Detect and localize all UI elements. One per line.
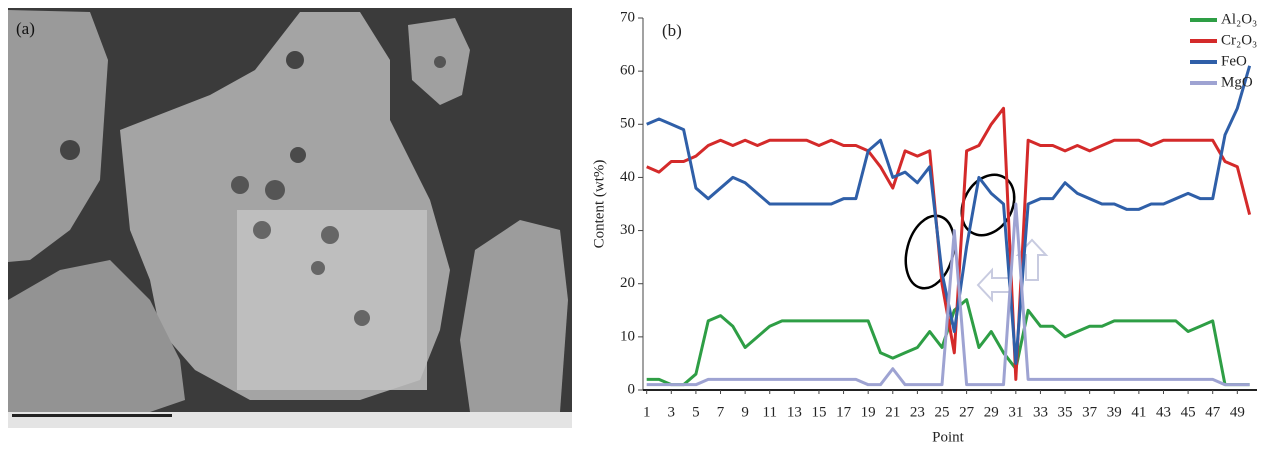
- x-tick-label: 9: [741, 404, 749, 420]
- panel-label: (b): [662, 21, 682, 40]
- y-tick-label: 50: [620, 116, 635, 132]
- y-tick-label: 0: [628, 381, 636, 397]
- x-tick-label: 33: [1033, 404, 1048, 420]
- grain: [8, 10, 108, 262]
- x-tick-label: 39: [1107, 404, 1122, 420]
- x-tick-label: 49: [1230, 404, 1245, 420]
- x-tick-label: 23: [910, 404, 925, 420]
- y-tick-label: 20: [620, 275, 635, 291]
- series-line: [646, 202, 1250, 387]
- grain: [8, 260, 185, 412]
- pore: [60, 140, 80, 160]
- x-tick-label: 37: [1082, 404, 1098, 420]
- pore: [321, 226, 339, 244]
- series-line: [646, 106, 1252, 381]
- x-tick-label: 43: [1156, 404, 1171, 420]
- pore: [290, 147, 306, 163]
- pore: [354, 310, 370, 326]
- x-tick-label: 21: [885, 404, 900, 420]
- image-label: (a): [16, 19, 35, 38]
- pore: [311, 261, 325, 275]
- y-axis-label: Content (wt%): [591, 160, 607, 249]
- x-tick-label: 11: [763, 404, 777, 420]
- arrow-icon: [976, 267, 1011, 303]
- y-tick-label: 30: [620, 222, 635, 238]
- x-tick-label: 5: [692, 404, 700, 420]
- x-tick-label: 19: [861, 404, 876, 420]
- x-tick-label: 35: [1058, 404, 1073, 420]
- pore: [253, 221, 271, 239]
- y-tick-label: 40: [620, 169, 635, 185]
- x-tick-label: 29: [984, 404, 999, 420]
- x-tick-label: 15: [811, 404, 826, 420]
- x-tick-label: 3: [668, 404, 676, 420]
- sem-image: (a): [8, 8, 572, 428]
- y-tick-label: 60: [620, 63, 635, 79]
- legend-label: Al₂O₃: [1221, 11, 1257, 27]
- x-tick-label: 27: [959, 404, 975, 420]
- x-tick-label: 31: [1008, 404, 1023, 420]
- legend-label: Cr₂O₃: [1221, 32, 1257, 48]
- series-line: [646, 298, 1250, 387]
- pore: [286, 51, 304, 69]
- scale-bar: [12, 414, 172, 417]
- pore: [434, 56, 446, 68]
- x-tick-label: 7: [717, 404, 725, 420]
- arrow-icon: [1015, 238, 1049, 281]
- x-tick-label: 45: [1181, 404, 1196, 420]
- x-axis-label: Point: [932, 429, 965, 445]
- x-tick-label: 41: [1131, 404, 1146, 420]
- grain: [460, 220, 568, 412]
- legend-label: FeO: [1221, 53, 1247, 69]
- x-tick-label: 1: [643, 404, 651, 420]
- x-tick-label: 17: [836, 404, 852, 420]
- pore: [265, 180, 285, 200]
- x-tick-label: 25: [935, 404, 950, 420]
- pore: [231, 176, 249, 194]
- y-tick-label: 70: [620, 9, 635, 25]
- x-tick-label: 13: [787, 404, 802, 420]
- x-tick-label: 47: [1205, 404, 1221, 420]
- legend-label: MgO: [1221, 74, 1253, 90]
- y-tick-label: 10: [620, 328, 635, 344]
